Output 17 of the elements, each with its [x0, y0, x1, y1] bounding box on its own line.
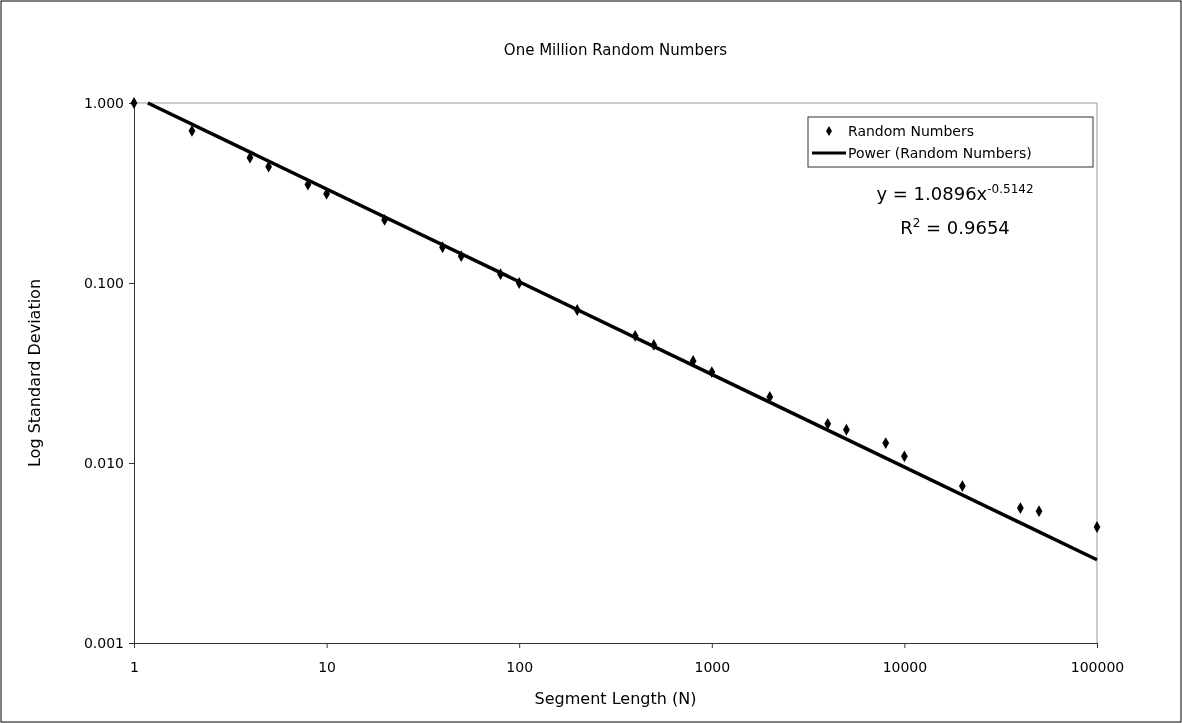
y-tick-label: 0.100 — [83, 274, 124, 291]
legend-label: Random Numbers — [848, 123, 974, 139]
y-tick-label: 1.000 — [83, 94, 124, 111]
y-axis-title: Log Standard Deviation — [25, 278, 44, 468]
chart-title: One Million Random Numbers — [503, 41, 728, 59]
annotation: y = 1.0896x$^{-0.5142}$ — [876, 182, 1034, 204]
x-tick-label: 10 — [318, 658, 337, 675]
annotation: R$^{2}$ = 0.9654 — [900, 216, 1010, 238]
legend-label: Power (Random Numbers) — [848, 145, 1032, 161]
x-tick-label: 10000 — [882, 658, 928, 675]
x-tick-label: 100000 — [1070, 658, 1125, 675]
y-tick-label: 0.010 — [83, 454, 124, 471]
x-tick-label: 1 — [130, 658, 139, 675]
x-axis-title: Segment Length (N) — [534, 689, 697, 708]
y-tick-label: 0.001 — [83, 634, 124, 651]
x-tick-label: 1000 — [694, 658, 731, 675]
x-tick-label: 100 — [506, 658, 534, 675]
